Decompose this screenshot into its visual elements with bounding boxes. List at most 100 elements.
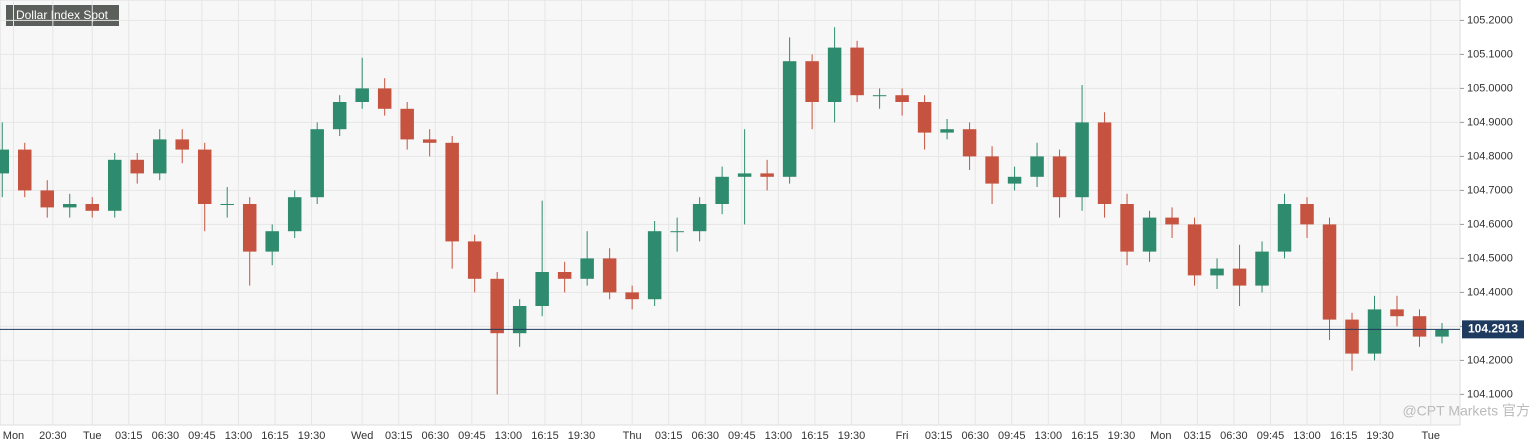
candle-body	[1367, 309, 1382, 354]
x-tick-label: Wed	[351, 430, 373, 442]
candle-body	[1277, 204, 1292, 252]
candle-body	[827, 47, 842, 102]
y-tick-label: 104.5000	[1467, 252, 1513, 264]
candle-body	[647, 231, 662, 300]
x-tick-label: 19:30	[568, 430, 596, 442]
y-tick-label: 105.2000	[1467, 14, 1513, 26]
candle-body	[535, 272, 549, 306]
candle-body	[220, 204, 234, 205]
x-tick-label: Tue	[83, 430, 102, 442]
candle-body	[805, 61, 819, 102]
candle-body	[107, 159, 122, 211]
y-tick-label: 105.1000	[1467, 48, 1513, 60]
y-tick-label: 104.7000	[1467, 184, 1513, 196]
candle-body	[1322, 224, 1337, 320]
candle-body	[737, 173, 752, 177]
candle-body	[40, 190, 54, 208]
x-tick-label: 13:00	[1035, 430, 1063, 442]
candle-body	[85, 204, 99, 211]
x-tick-label: Thu	[623, 430, 642, 442]
candle-body	[0, 149, 9, 174]
candle-body	[490, 278, 504, 334]
x-tick-label: 09:45	[458, 430, 486, 442]
x-tick-label: Fri	[896, 430, 909, 442]
x-tick-label: 13:00	[225, 430, 253, 442]
y-tick-label: 104.9000	[1467, 116, 1513, 128]
candle-body	[962, 129, 977, 157]
chart-title: Dollar Index Spot	[16, 8, 109, 22]
y-tick-label: 104.6000	[1467, 218, 1513, 230]
last-price-label: 104.2913	[1468, 322, 1518, 336]
candle-body	[1120, 204, 1134, 252]
candle-body	[152, 139, 167, 174]
x-tick-label: 06:30	[961, 430, 989, 442]
y-tick-label: 104.2000	[1467, 354, 1513, 366]
candle-body	[1052, 156, 1067, 198]
x-tick-label: 19:30	[838, 430, 866, 442]
x-tick-label: 16:15	[801, 430, 829, 442]
x-tick-label: 20:30	[39, 430, 67, 442]
x-tick-label: 03:15	[655, 430, 683, 442]
watermark: @CPT Markets 官方	[1402, 403, 1530, 419]
candle-body	[1165, 217, 1179, 225]
candle-body	[377, 88, 392, 109]
x-tick-label: 06:30	[422, 430, 450, 442]
candle-body	[310, 129, 324, 198]
x-tick-label: 16:15	[1330, 430, 1358, 442]
candle-body	[602, 258, 617, 293]
candle-body	[1007, 176, 1022, 184]
candle-body	[1435, 329, 1449, 337]
candle-body	[400, 108, 414, 140]
x-tick-label: Mon	[3, 430, 24, 442]
candle-body	[1412, 316, 1427, 337]
candle-body	[557, 272, 572, 279]
x-tick-label: 03:15	[115, 430, 143, 442]
candle-body	[265, 231, 279, 252]
x-tick-label: 13:00	[765, 430, 793, 442]
candle-body	[760, 173, 774, 177]
candle-body	[467, 241, 482, 279]
candle-body	[445, 142, 459, 242]
plot-area	[0, 0, 1461, 426]
x-tick-label: 19:30	[1108, 430, 1136, 442]
candle-body	[175, 139, 189, 150]
candle-body	[850, 47, 864, 96]
x-tick-label: 16:15	[531, 430, 559, 442]
x-tick-label: 13:00	[495, 430, 523, 442]
candle-body	[1187, 224, 1202, 276]
candle-body	[580, 258, 594, 279]
candle-body	[782, 61, 797, 177]
y-tick-label: 104.4000	[1467, 286, 1513, 298]
candle-body	[1030, 156, 1044, 177]
candle-body	[512, 306, 527, 334]
candle-body	[670, 231, 684, 233]
x-tick-label: 19:30	[298, 430, 326, 442]
candle-body	[17, 149, 32, 191]
candle-body	[1097, 122, 1112, 204]
last-price-box	[1462, 320, 1524, 339]
candle-body	[1390, 309, 1404, 317]
candle-body	[715, 176, 729, 204]
candle-body	[625, 292, 639, 300]
candle-body	[1345, 319, 1359, 354]
candle-body	[422, 139, 437, 143]
candle-body	[1255, 251, 1269, 286]
candle-body	[1075, 122, 1089, 198]
x-tick-label: 03:15	[925, 430, 953, 442]
x-tick-label: Tue	[1421, 430, 1440, 442]
candle-body	[197, 149, 212, 204]
candle-body	[332, 102, 347, 130]
x-tick-label: 09:45	[1257, 430, 1285, 442]
x-tick-label: 13:00	[1293, 430, 1321, 442]
candle-body	[62, 204, 77, 208]
candle-body	[355, 88, 369, 102]
x-tick-label: 06:30	[152, 430, 180, 442]
candle-body	[242, 204, 257, 252]
x-tick-label: 03:15	[385, 430, 413, 442]
x-tick-label: 06:30	[1220, 430, 1248, 442]
x-tick-label: 06:30	[691, 430, 719, 442]
candle-body	[1300, 204, 1314, 225]
candle-body	[692, 204, 707, 232]
candle-body	[917, 102, 932, 133]
